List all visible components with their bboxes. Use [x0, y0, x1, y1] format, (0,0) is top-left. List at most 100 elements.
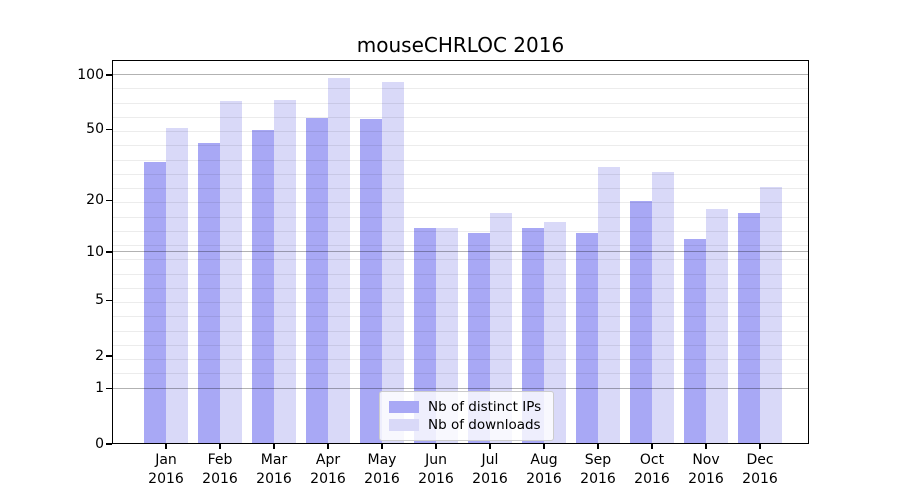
- month-label: Dec: [746, 452, 774, 468]
- x-tick-label: Jul 2016: [462, 451, 518, 489]
- bar-downloads: [544, 222, 566, 444]
- y-tick: [106, 128, 112, 131]
- gridline-minor: [112, 116, 809, 118]
- year-label: 2016: [418, 471, 454, 487]
- gridline-major: [112, 387, 809, 389]
- y-tick-label: 1: [95, 380, 104, 397]
- bar-downloads: [760, 186, 782, 444]
- year-label: 2016: [148, 471, 184, 487]
- x-tick-label: Dec 2016: [732, 451, 788, 489]
- bar-distinct-ips: [630, 200, 652, 444]
- y-tick-label: 10: [86, 243, 104, 260]
- x-tick: [543, 444, 545, 449]
- gridline-minor: [112, 330, 809, 332]
- bar-downloads: [706, 208, 728, 444]
- x-tick-label: Sep 2016: [570, 451, 626, 489]
- bar-distinct-ips: [252, 129, 274, 444]
- y-tick: [106, 74, 112, 76]
- y-tick-label: 2: [95, 347, 104, 364]
- gridline-minor: [112, 259, 809, 261]
- y-tick: [106, 355, 112, 357]
- year-label: 2016: [472, 471, 508, 487]
- bar-distinct-ips: [414, 227, 436, 444]
- x-tick-label: Mar 2016: [246, 451, 302, 489]
- y-tick-label: 20: [86, 192, 104, 209]
- bar-downloads: [274, 100, 296, 444]
- gridline-minor: [112, 230, 809, 232]
- gridline-minor: [112, 102, 809, 104]
- gridline-minor: [112, 88, 809, 90]
- y-tick-label: 5: [95, 292, 104, 309]
- year-label: 2016: [742, 471, 778, 487]
- gridline-major: [112, 251, 809, 253]
- bar-downloads: [598, 167, 620, 444]
- bar-downloads: [220, 101, 242, 444]
- gridline-minor: [112, 159, 809, 161]
- bar-distinct-ips: [306, 118, 328, 444]
- month-label: Sep: [584, 452, 612, 468]
- bar-distinct-ips: [198, 143, 220, 444]
- x-tick: [273, 444, 275, 449]
- x-tick-label: Feb 2016: [192, 451, 248, 489]
- gridline-minor: [112, 216, 809, 218]
- y-tick-label: 100: [77, 66, 104, 83]
- y-tick: [106, 299, 112, 302]
- x-tick-label: Aug 2016: [516, 451, 572, 489]
- gridline-minor: [112, 173, 809, 175]
- bar-downloads: [652, 172, 674, 444]
- x-tick: [597, 444, 599, 449]
- bar-distinct-ips: [684, 239, 706, 444]
- x-tick-label: Apr 2016: [300, 451, 356, 489]
- legend-label-downloads: Nb of downloads: [428, 417, 541, 433]
- bar-downloads: [328, 78, 350, 444]
- gridline-minor: [112, 145, 809, 147]
- month-label: Mar: [260, 452, 288, 468]
- y-tick: [106, 251, 112, 253]
- gridline-minor: [112, 344, 809, 346]
- x-tick: [165, 444, 167, 449]
- y-tick-label: 50: [86, 121, 104, 138]
- bar-distinct-ips: [522, 227, 544, 444]
- y-tick: [106, 199, 112, 202]
- x-tick: [219, 444, 221, 449]
- gridline-minor: [112, 287, 809, 289]
- x-tick: [651, 444, 653, 449]
- year-label: 2016: [580, 471, 616, 487]
- year-label: 2016: [202, 471, 238, 487]
- gridline-major: [112, 74, 809, 76]
- legend: Nb of distinct IPs Nb of downloads: [379, 391, 555, 441]
- month-label: Aug: [530, 452, 558, 468]
- gridline-minor: [112, 202, 809, 204]
- x-tick-label: Jun 2016: [408, 451, 464, 489]
- bar-downloads: [436, 227, 458, 444]
- gridline-minor: [112, 302, 809, 304]
- x-tick: [435, 444, 437, 449]
- chart-title: mouseCHRLOC 2016: [356, 33, 565, 57]
- bar-downloads: [382, 81, 404, 444]
- gridline-minor: [112, 373, 809, 375]
- month-label: Oct: [639, 452, 665, 468]
- gridline-minor: [112, 245, 809, 247]
- bar-downloads: [490, 213, 512, 444]
- y-tick: [106, 387, 112, 390]
- x-tick-label: Oct 2016: [624, 451, 680, 489]
- x-tick: [705, 444, 707, 449]
- year-label: 2016: [634, 471, 670, 487]
- legend-label-distinct-ips: Nb of distinct IPs: [428, 399, 542, 415]
- x-tick: [489, 444, 491, 449]
- year-label: 2016: [310, 471, 346, 487]
- month-label: Jan: [155, 452, 177, 468]
- y-tick-label: 0: [95, 435, 104, 452]
- x-tick: [381, 444, 383, 449]
- bar-distinct-ips: [360, 119, 382, 444]
- month-label: Jul: [481, 452, 499, 468]
- y-tick: [106, 443, 112, 445]
- month-label: Apr: [315, 452, 341, 468]
- month-label: Feb: [207, 452, 233, 468]
- year-label: 2016: [526, 471, 562, 487]
- x-tick-label: Jan 2016: [138, 451, 194, 489]
- gridline-minor: [112, 359, 809, 361]
- year-label: 2016: [688, 471, 724, 487]
- x-tick-label: May 2016: [354, 451, 410, 489]
- legend-swatch-downloads: [389, 419, 419, 431]
